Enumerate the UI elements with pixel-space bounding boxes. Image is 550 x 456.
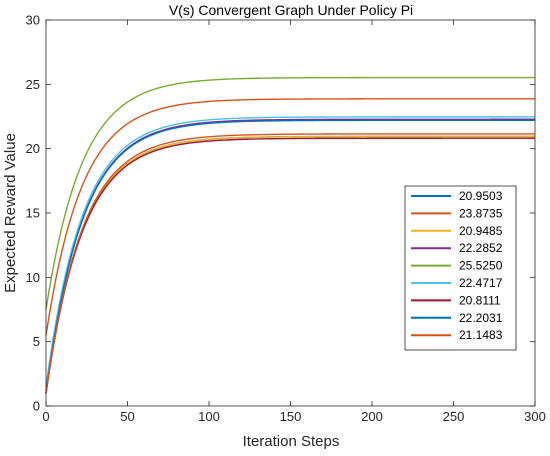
series-line-7 bbox=[45, 137, 535, 394]
x-tick-label: 300 bbox=[524, 409, 546, 424]
y-tick-label: 0 bbox=[33, 399, 40, 414]
x-tick-label: 0 bbox=[42, 409, 49, 424]
series-line-3 bbox=[45, 135, 535, 394]
tick-layer: 0 50 100 150 200 250 300 0 5 10 15 20 25 30 bbox=[26, 13, 546, 425]
y-tick-label: 25 bbox=[26, 77, 40, 92]
series-line-9 bbox=[45, 133, 535, 394]
y-tick-label: 10 bbox=[26, 270, 40, 285]
series-line-2 bbox=[45, 98, 535, 336]
x-tick-label: 100 bbox=[198, 409, 220, 424]
x-tick-label: 200 bbox=[361, 409, 383, 424]
legend-label-6: 22.4717 bbox=[459, 276, 503, 290]
legend-label-4: 22.2852 bbox=[459, 241, 503, 255]
series-layer bbox=[45, 76, 535, 394]
y-tick-label: 5 bbox=[33, 334, 40, 349]
legend-label-1: 20.9503 bbox=[459, 189, 503, 203]
legend-label-2: 23.8735 bbox=[459, 206, 503, 220]
y-axis-title: Expected Reward Value bbox=[2, 133, 19, 293]
legend-label-3: 20.9485 bbox=[459, 224, 503, 238]
legend-label-9: 21.1483 bbox=[459, 328, 503, 342]
series-line-5 bbox=[45, 76, 535, 310]
y-tick-label: 30 bbox=[26, 13, 40, 28]
x-tick-label: 50 bbox=[120, 409, 134, 424]
legend-label-5: 25.5250 bbox=[459, 259, 503, 273]
x-tick-label: 250 bbox=[443, 409, 465, 424]
y-tick-label: 15 bbox=[26, 206, 40, 221]
chart-title: V(s) Convergent Graph Under Policy Pi bbox=[169, 2, 413, 18]
y-tick-label: 20 bbox=[26, 141, 40, 156]
legend: 20.9503 23.8735 20.9485 22.2852 25.5250 22.47… bbox=[404, 185, 517, 351]
legend-label-8: 22.2031 bbox=[459, 311, 503, 325]
series-line-8 bbox=[45, 119, 535, 394]
series-line-4 bbox=[45, 118, 535, 394]
legend-label-7: 20.8111 bbox=[459, 293, 501, 307]
legend-items: 20.9503 23.8735 20.9485 22.2852 25.5250 22.47… bbox=[411, 189, 503, 342]
x-axis-title: Iteration Steps bbox=[243, 433, 340, 450]
x-tick-label: 150 bbox=[280, 409, 302, 424]
series-line-6 bbox=[45, 116, 535, 387]
